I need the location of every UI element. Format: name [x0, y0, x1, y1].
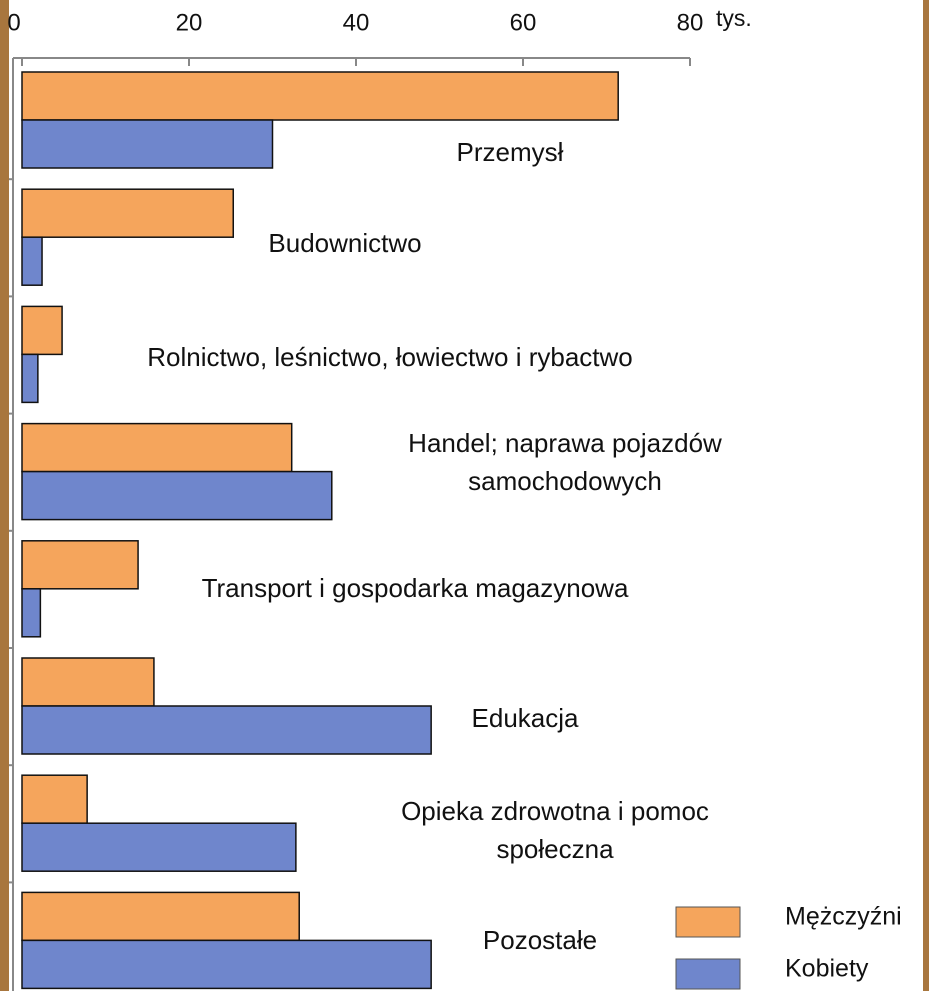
category-label: Przemysł: [456, 137, 564, 167]
legend-label: Mężczyźni: [785, 903, 902, 931]
x-tick-label: 20: [176, 9, 203, 36]
x-unit: tys.: [716, 5, 752, 31]
frame-left: [0, 0, 9, 991]
category-label: Edukacja: [471, 703, 579, 733]
bar: [21, 236, 43, 286]
bar: [21, 422, 293, 473]
legend-swatch: [675, 958, 741, 990]
bar: [21, 305, 63, 356]
category-label: Opieka zdrowotna i pomoc społeczna: [401, 796, 709, 864]
legend-label: Kobiety: [785, 955, 869, 983]
category-label: Rolnictwo, leśnictwo, łowiectwo i rybact…: [147, 342, 633, 372]
bar: [21, 470, 333, 521]
legend-swatch: [675, 906, 741, 938]
bar: [21, 657, 155, 707]
category-label: Handel; naprawa pojazdów samochodowych: [408, 428, 722, 496]
bar: [21, 891, 300, 942]
x-tick-label: 0: [7, 9, 20, 36]
bar: [21, 353, 39, 404]
x-tick-label: 80: [677, 9, 704, 36]
frame-right: [923, 0, 929, 991]
category-label: Transport i gospodarka magazynowa: [201, 573, 629, 603]
bar: [21, 119, 274, 169]
x-tick-label: 40: [343, 9, 370, 36]
bar: [21, 822, 297, 872]
category-label: Budownictwo: [268, 228, 422, 258]
bar: [21, 774, 88, 824]
category-label: Pozostałe: [482, 925, 598, 955]
x-tick-label: 60: [510, 9, 537, 36]
bar: [21, 540, 139, 590]
bar: [21, 188, 235, 238]
bar: [21, 71, 619, 121]
bar: [21, 939, 432, 990]
bar: [21, 588, 42, 638]
bar: [21, 705, 432, 755]
